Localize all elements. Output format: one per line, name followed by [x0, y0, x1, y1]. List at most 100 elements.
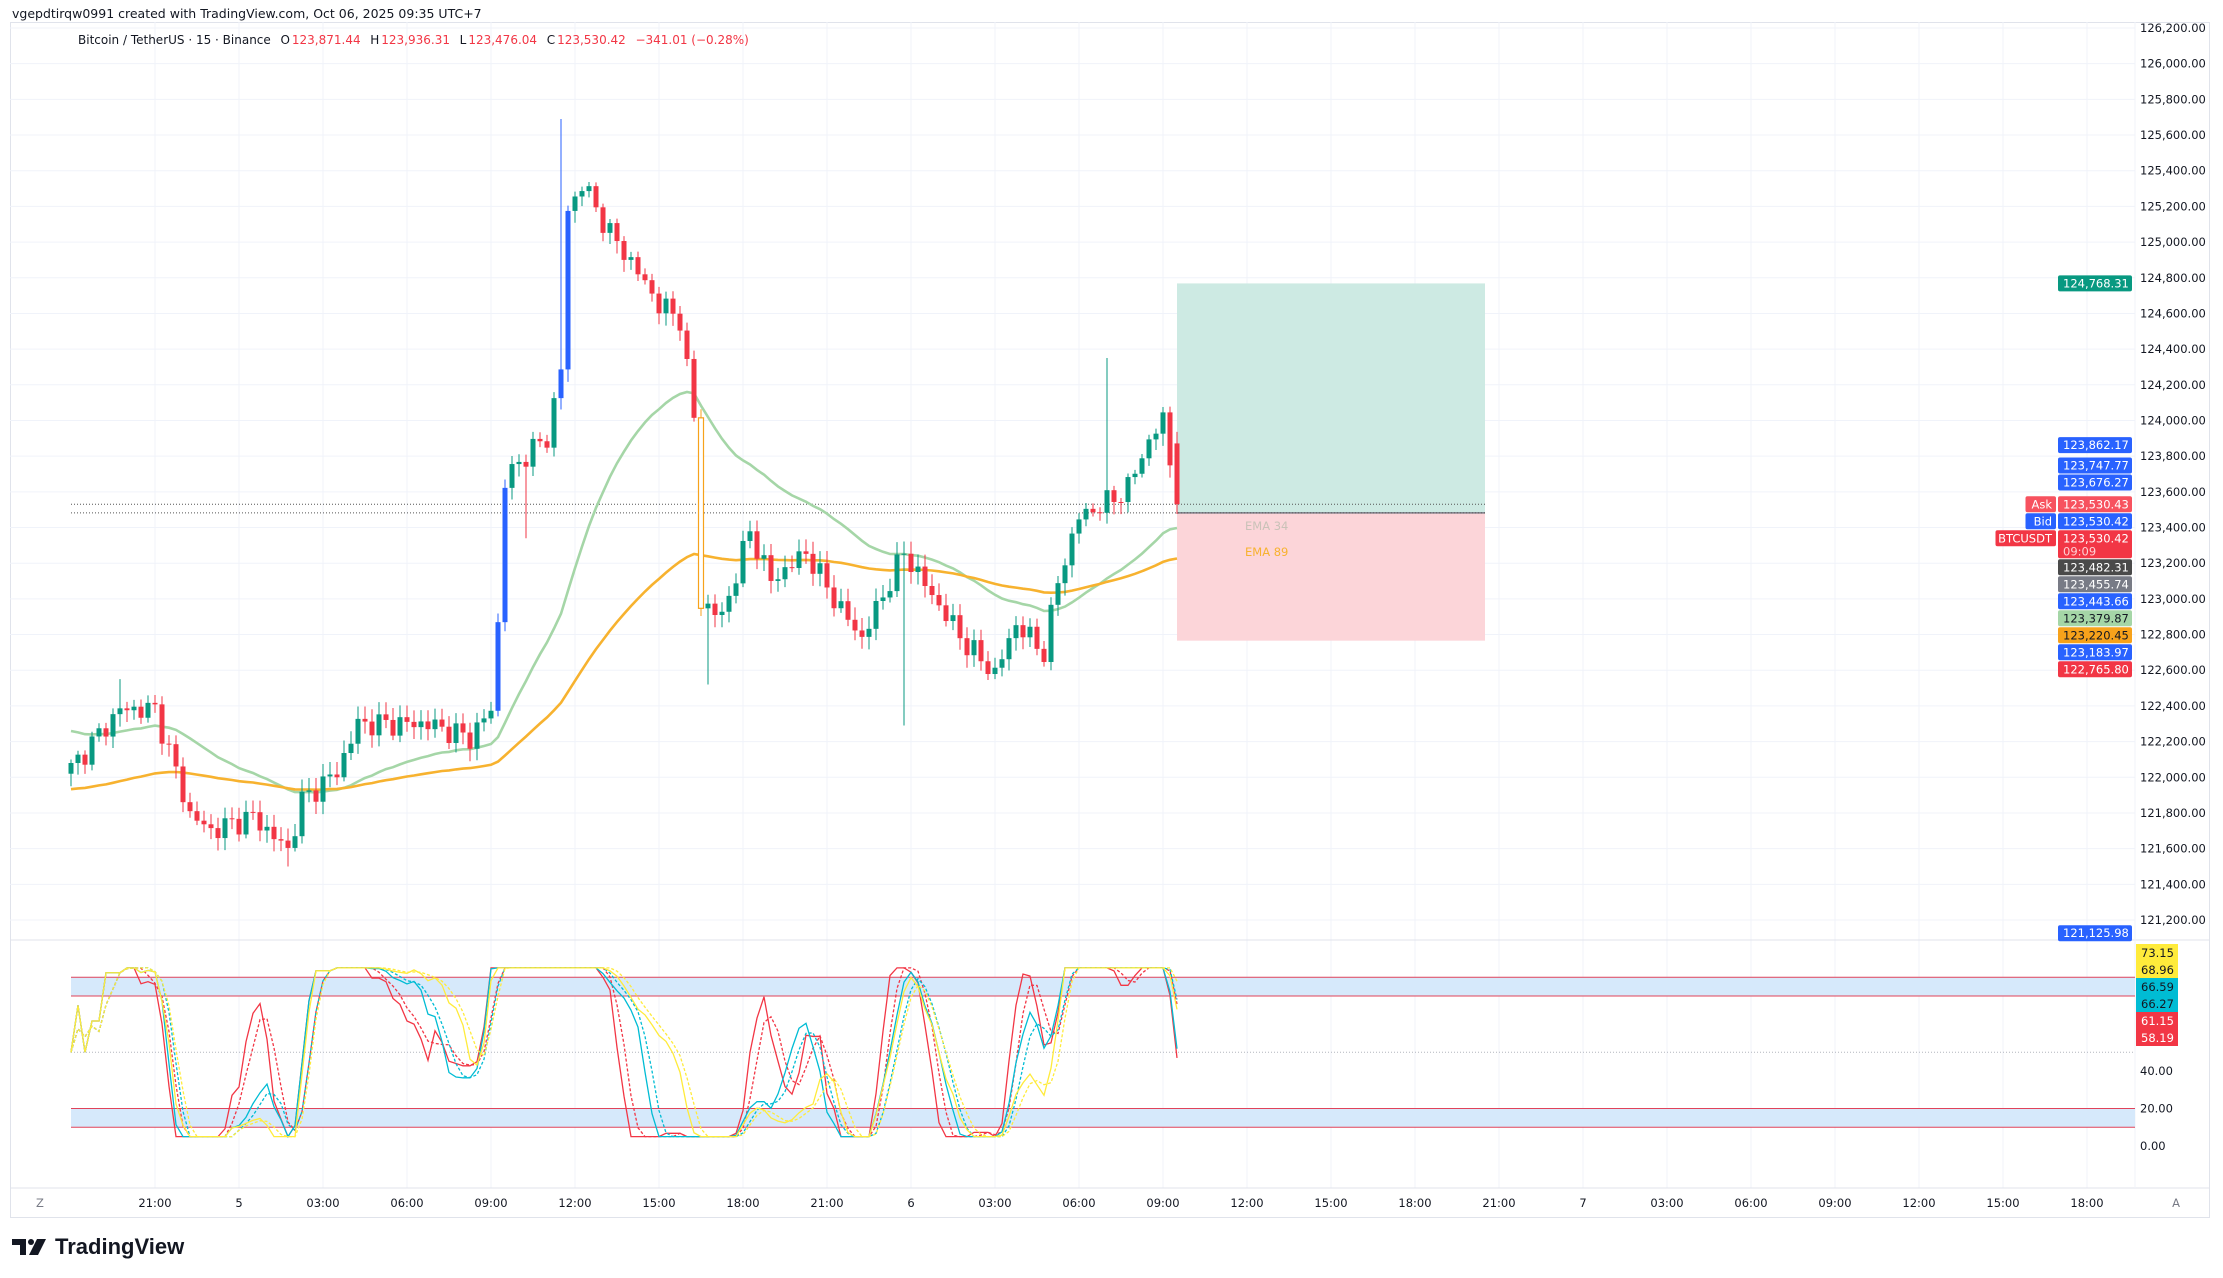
candle — [1118, 498, 1124, 515]
candle-body — [950, 615, 956, 622]
candle-body — [656, 293, 662, 314]
price-label[interactable]: 123,183.97 — [2058, 644, 2132, 661]
candle-body — [173, 744, 179, 767]
price-tick: 123,800.00 — [2140, 449, 2206, 463]
ema-label-34: EMA 34 — [1245, 519, 1288, 533]
candle-body — [362, 718, 368, 722]
candle-body — [544, 441, 550, 448]
change-value: −341.01 (−0.28%) — [635, 33, 749, 47]
candle-body — [229, 818, 235, 820]
candle — [502, 479, 508, 632]
price-label[interactable]: 123,862.17 — [2058, 437, 2132, 454]
time-tick: 5 — [235, 1196, 242, 1210]
price-label[interactable]: 123,676.27 — [2058, 474, 2132, 491]
candle-body — [649, 280, 655, 294]
candle-body — [943, 605, 949, 622]
time-tick: 15:00 — [1314, 1196, 1347, 1210]
price-label[interactable]: 123,530.42 Bid — [2025, 513, 2133, 530]
candle-body — [124, 708, 130, 711]
candle — [1069, 527, 1075, 578]
candle-body — [201, 820, 207, 825]
price-label-text: 123,676.27 — [2063, 475, 2129, 489]
oscillator-label-bg — [2136, 978, 2178, 995]
candle — [306, 778, 312, 803]
candle — [376, 702, 382, 747]
price-label[interactable]: 123,530.43 Ask — [2025, 496, 2133, 513]
price-label-text: 123,530.42 — [2063, 531, 2129, 545]
candle-body — [768, 555, 774, 581]
oscillator-label: 66.59 — [2136, 978, 2178, 995]
candle-body — [467, 732, 473, 749]
candle-body — [292, 836, 298, 848]
time-tick: 03:00 — [978, 1196, 1011, 1210]
candle — [509, 456, 515, 500]
candle — [1132, 469, 1138, 485]
candle — [859, 617, 865, 649]
candle — [1104, 358, 1110, 524]
candle — [929, 574, 935, 605]
price-label[interactable]: 122,765.80 — [2058, 661, 2132, 678]
candle-body — [152, 702, 158, 705]
candle-body — [936, 595, 942, 606]
candle-body — [509, 464, 515, 488]
candle — [89, 731, 95, 771]
price-label-bg — [2058, 530, 2132, 559]
candle — [481, 709, 487, 732]
price-label[interactable]: 123,482.31 — [2058, 559, 2132, 576]
oscillator-k-fast — [70, 967, 1178, 1139]
candle — [1146, 434, 1152, 466]
price-label[interactable]: 123,379.87 — [2058, 610, 2132, 627]
price-label-bg — [2058, 925, 2132, 942]
long-position-tool[interactable] — [71, 283, 1485, 641]
price-tick: 125,600.00 — [2140, 128, 2206, 142]
price-label[interactable]: 123,455.74 — [2058, 576, 2132, 593]
auto-scale-a: A — [2172, 1196, 2180, 1210]
price-label[interactable]: 123,443.66 — [2058, 593, 2132, 610]
candle — [418, 710, 424, 740]
candle-body — [705, 603, 711, 609]
candle-body — [411, 721, 417, 728]
candle-body — [572, 196, 578, 211]
candle-body — [894, 554, 900, 592]
oscillator-tick: 40.00 — [2140, 1064, 2173, 1078]
price-label-bg — [2058, 457, 2132, 474]
candle — [243, 800, 249, 839]
candle — [670, 291, 676, 326]
candle-body — [579, 191, 585, 197]
price-label-bg — [2058, 275, 2132, 292]
tradingview-logo-icon — [12, 1239, 46, 1255]
candle-body — [985, 661, 991, 675]
candle-body — [670, 298, 676, 314]
price-label[interactable]: 124,768.31 — [2058, 275, 2132, 292]
candle-body — [915, 566, 921, 573]
price-tick: 125,000.00 — [2140, 235, 2206, 249]
price-tag-bg — [2025, 496, 2056, 513]
oscillator-k-slow — [70, 967, 1178, 1138]
candle-body — [1118, 501, 1124, 503]
price-label[interactable]: 121,125.98 — [2058, 925, 2132, 942]
candle — [649, 273, 655, 302]
candle — [215, 817, 221, 851]
price-label[interactable]: 123,747.77 — [2058, 457, 2132, 474]
candle-body — [586, 186, 592, 192]
candle — [1034, 618, 1040, 656]
candle-body — [488, 710, 494, 719]
price-tick: 123,400.00 — [2140, 521, 2206, 535]
price-label[interactable]: 123,220.45 — [2058, 627, 2132, 644]
price-tick: 121,400.00 — [2140, 877, 2206, 891]
price-tick: 121,800.00 — [2140, 806, 2206, 820]
candle-body — [635, 257, 641, 275]
tradingview-logo[interactable]: TradingView — [12, 1234, 184, 1260]
symbol-name[interactable]: Bitcoin / TetherUS · 15 · Binance — [78, 33, 271, 47]
candle — [684, 322, 690, 367]
candle-body — [222, 818, 228, 839]
candle — [894, 542, 900, 598]
candle — [1160, 406, 1166, 446]
candle-body — [551, 398, 557, 448]
candle — [173, 735, 179, 779]
oscillator-label-text: 61.15 — [2141, 1014, 2174, 1028]
oscillator-label-bg — [2136, 961, 2178, 978]
candle-body — [642, 274, 648, 281]
